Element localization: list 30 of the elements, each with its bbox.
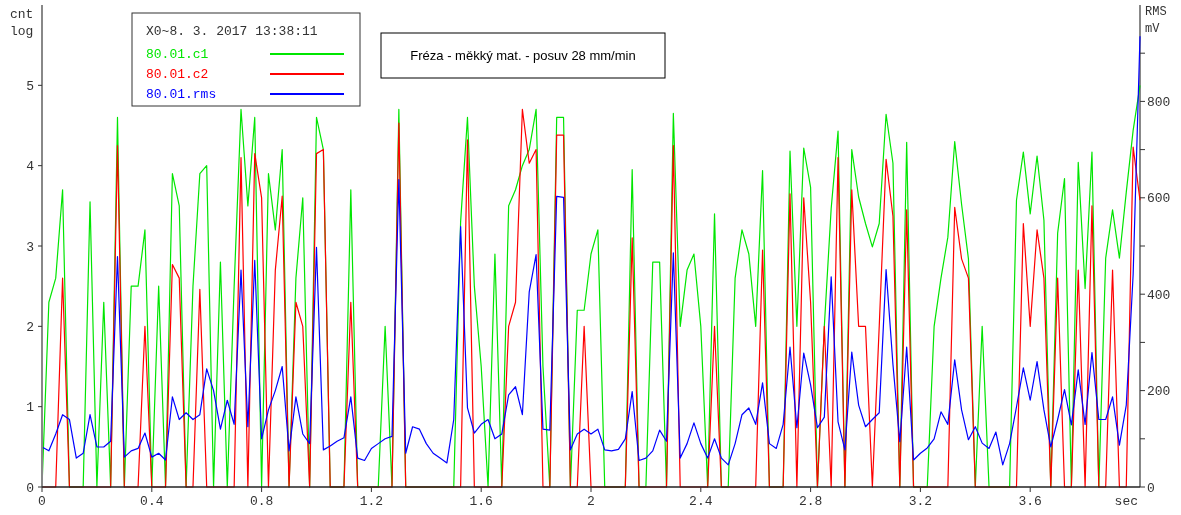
x-tick-label: 0.4 [140, 494, 164, 509]
text: Fréza - měkký mat. - posuv 28 mm/min [410, 48, 636, 63]
y-tick-label: 1 [26, 400, 35, 416]
x-tick-label: 1.6 [469, 494, 493, 509]
text: 80.01.c2 [146, 67, 209, 82]
x-tick-label: 3.6 [1018, 494, 1042, 509]
legend-title: X0~8. 3. 2017 13:38:11 [146, 24, 318, 39]
x-axis-title: sec [1114, 494, 1138, 509]
y2-tick-label: 800 [1147, 94, 1171, 110]
y-tick-label: 5 [26, 78, 34, 94]
x-tick-label: 2.4 [689, 494, 713, 509]
y-tick-label: 2 [26, 319, 34, 335]
x-tick-label: 0.8 [249, 494, 274, 509]
y2-tick-label: 200 [1147, 384, 1171, 400]
x-tick-label: 3.2 [908, 494, 933, 509]
y-axis-title: cnt log [10, 7, 34, 39]
x-tick-label: 1.2 [359, 494, 384, 509]
y-tick-label: 4 [26, 159, 35, 175]
y-tick-label: 0 [26, 480, 34, 496]
y2-tick-label: 400 [1147, 287, 1171, 303]
x-tick-label: 2 [587, 494, 595, 509]
x-tick-label: 2.8 [798, 494, 823, 509]
x-tick-label: 0 [38, 494, 46, 509]
y2-tick-label: 600 [1147, 191, 1171, 207]
line-series [41, 35, 1141, 466]
y-tick-label: 3 [26, 239, 34, 255]
y2-axis-title: RMS mV [1145, 5, 1167, 36]
y2-tick-label: 0 [1147, 480, 1155, 496]
text: 80.01.rms [146, 87, 217, 102]
text: 80.01.c1 [146, 47, 209, 62]
